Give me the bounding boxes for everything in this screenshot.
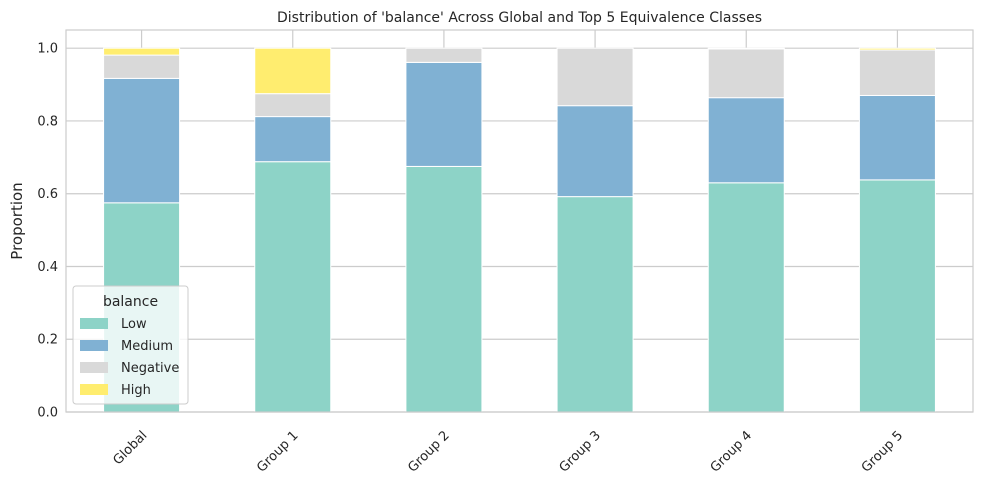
plot-frame xyxy=(65,29,974,413)
bar-segment-high xyxy=(707,47,785,50)
bar-segment-negative xyxy=(858,49,936,96)
legend-label-low: Low xyxy=(121,317,147,332)
y-tick-label: 1.0 xyxy=(37,42,58,57)
bar-segment-low xyxy=(556,196,634,413)
x-tick-label: Global xyxy=(110,428,150,468)
legend-label-high: High xyxy=(121,383,151,398)
bar-segment-negative xyxy=(707,48,785,99)
x-ticks: Global Group 1 Group 2 Group 3 Group 4 Group … xyxy=(110,428,906,475)
y-tick-label: 0.8 xyxy=(37,114,58,129)
legend-box xyxy=(72,285,189,405)
x-tick-label: Group 3 xyxy=(557,428,604,475)
bar-segment-medium xyxy=(254,116,332,163)
legend-title: balance xyxy=(103,294,158,310)
bar-segment-high xyxy=(254,47,332,95)
legend: balance Low Medium Negative High xyxy=(72,285,189,405)
bar-segment-low xyxy=(707,182,785,413)
bar-segment-negative xyxy=(103,54,181,79)
y-tick-label: 0.2 xyxy=(37,333,58,348)
bar-segment-low xyxy=(858,179,936,413)
bar-segment-negative xyxy=(556,47,634,107)
legend-swatch-low xyxy=(80,318,108,329)
bar-segment-negative xyxy=(405,47,483,63)
bar-segment-negative xyxy=(254,93,332,118)
bar-segment-low xyxy=(405,165,483,413)
plot-background xyxy=(66,30,973,412)
legend-label-medium: Medium xyxy=(121,339,173,354)
legend-swatch-medium xyxy=(80,340,108,351)
bar-segment-high xyxy=(858,47,936,51)
y-tick-label: 0.4 xyxy=(37,260,58,275)
legend-label-negative: Negative xyxy=(121,361,179,376)
x-tick-label: Group 4 xyxy=(708,428,755,475)
y-ticks: 0.0 0.2 0.4 0.6 0.8 1.0 xyxy=(37,42,58,421)
legend-swatch-negative xyxy=(80,362,108,373)
bar-segment-high xyxy=(103,47,181,56)
x-tick-label: Group 2 xyxy=(405,428,452,475)
bar-segment-medium xyxy=(556,105,634,198)
y-tick-label: 0.6 xyxy=(37,187,58,202)
legend-swatch-high xyxy=(80,384,108,395)
bar-segment-medium xyxy=(707,97,785,184)
chart-title: Distribution of 'balance' Across Global … xyxy=(277,10,762,26)
bar-segment-medium xyxy=(103,77,181,204)
x-tick-label: Group 1 xyxy=(254,428,301,475)
bar-segment-medium xyxy=(405,61,483,167)
bar-segment-low xyxy=(254,161,332,413)
y-tick-label: 0.0 xyxy=(37,406,58,421)
x-tick-label: Group 5 xyxy=(859,428,906,475)
bar-segment-medium xyxy=(858,94,936,181)
y-axis-label: Proportion xyxy=(8,182,26,259)
